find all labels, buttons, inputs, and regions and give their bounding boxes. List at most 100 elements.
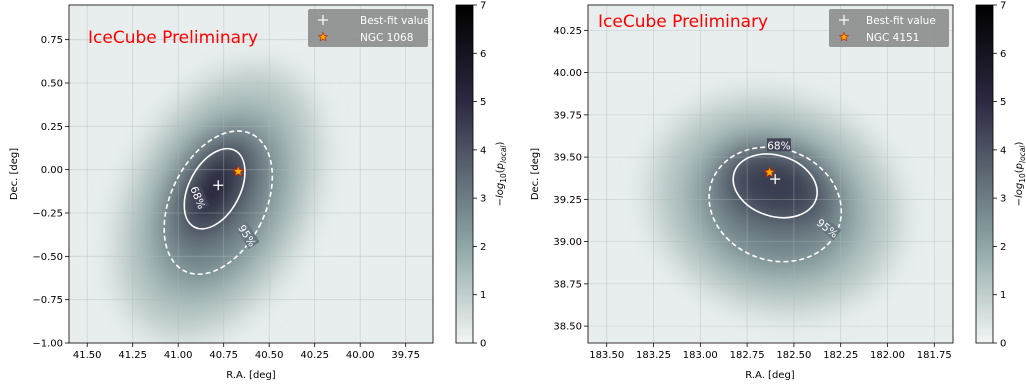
left-colorbar-gradient xyxy=(455,4,474,344)
right-legend-star-icon xyxy=(838,31,850,42)
right-source-star-marker xyxy=(763,165,776,178)
left-legend-star-shape xyxy=(317,31,329,42)
right-contour-label-bg xyxy=(814,215,842,241)
left-heatmap xyxy=(69,5,433,343)
left-x-tick-label: 39.75 xyxy=(391,350,420,361)
right-x-tick-label: 181.75 xyxy=(917,350,952,361)
right-y-ticks: 38.50 38.75 39.00 39.25 39.50 39.75 40.00 40.25 xyxy=(553,26,588,333)
right-x-tick-label: 182.25 xyxy=(823,350,858,361)
right-x-tick-label: 182.75 xyxy=(730,350,765,361)
right-y-tick-label: 40.25 xyxy=(553,26,582,37)
left-legend-box xyxy=(308,9,428,47)
right-colorbar-tick-label: 0 xyxy=(1000,339,1006,350)
left-x-tick-label: 40.00 xyxy=(346,350,375,361)
left-legend-star-icon xyxy=(317,31,329,42)
right-legend-bestfit-label: Best-fit value xyxy=(866,15,936,27)
right-plot-frame xyxy=(587,4,954,344)
right-colorbar: 0 1 2 3 4 5 6 7 −log10(plocal) xyxy=(975,1,1026,350)
right-colorbar-ticks: 0 1 2 3 4 5 6 7 xyxy=(993,1,1006,350)
right-colorbar-tick-label: 7 xyxy=(1000,1,1006,12)
right-colorbar-tick-label: 1 xyxy=(1000,290,1006,301)
left-colorbar-ticks: 0 1 2 3 4 5 6 7 xyxy=(473,1,486,350)
left-x-tick-label: 41.25 xyxy=(118,350,147,361)
left-source-star-marker xyxy=(231,164,245,177)
left-colorbar: 0 1 2 3 4 5 6 7 −log10(plocal) xyxy=(455,1,508,350)
left-x-tick-label: 41.00 xyxy=(164,350,193,361)
right-markers xyxy=(763,165,781,185)
right-panel: 68%95% 183.50 183.25 183.00 182.75 182.50 182… xyxy=(530,1,1026,382)
left-legend: Best-fit value NGC 1068 xyxy=(308,9,430,47)
left-preliminary-label: IceCube Preliminary xyxy=(88,28,258,48)
right-grid xyxy=(588,5,953,343)
left-colorbar-tick-label: 2 xyxy=(480,242,486,253)
right-colorbar-tick-label: 2 xyxy=(1000,242,1006,253)
right-x-tick-label: 182.50 xyxy=(776,350,811,361)
right-legend-box xyxy=(829,9,949,47)
svg-text:−log10(plocal): −log10(plocal) xyxy=(495,141,508,206)
right-colorbar-gradient xyxy=(975,4,994,344)
right-legend-source-label: NGC 4151 xyxy=(866,32,919,44)
left-y-tick-label: 0.00 xyxy=(41,165,63,176)
right-ylabel: Dec. [deg] xyxy=(530,148,541,200)
right-x-tick-label: 183.50 xyxy=(589,350,624,361)
right-colorbar-tick-label: 3 xyxy=(1000,194,1006,205)
right-x-tick-label: 183.25 xyxy=(636,350,671,361)
left-contour-label-bg xyxy=(235,221,260,249)
left-colorbar-tick-label: 7 xyxy=(480,1,486,12)
right-x-tick-label: 182.00 xyxy=(870,350,905,361)
right-colorbar-tick-label: 5 xyxy=(1000,97,1006,108)
right-y-tick-label: 39.75 xyxy=(553,110,582,121)
right-x-tick-label: 183.00 xyxy=(683,350,718,361)
left-colorbar-tick-label: 6 xyxy=(480,49,486,60)
left-y-tick-label: −0.75 xyxy=(32,295,63,306)
right-heatmap xyxy=(588,5,953,343)
right-legend-star-shape xyxy=(838,31,850,42)
left-ylabel: Dec. [deg] xyxy=(9,148,20,200)
left-contour-label-bg xyxy=(188,183,210,211)
left-contours: 68%95% xyxy=(163,130,274,276)
right-contour-label-bg xyxy=(766,138,791,152)
right-colorbar-tick-label: 4 xyxy=(1000,145,1006,156)
left-y-tick-label: 0.25 xyxy=(41,122,63,133)
right-xlabel: R.A. [deg] xyxy=(745,370,795,381)
left-x-tick-label: 40.25 xyxy=(300,350,329,361)
right-best-fit-marker xyxy=(770,174,781,185)
right-legend: Best-fit value NGC 4151 xyxy=(829,9,949,47)
right-y-tick-label: 38.75 xyxy=(553,279,582,290)
right-colorbar-label: −log10(plocal) xyxy=(1014,141,1026,206)
left-grid xyxy=(69,5,433,344)
left-colorbar-tick-label: 0 xyxy=(480,339,486,350)
right-contour-95 xyxy=(708,146,843,263)
left-colorbar-tick-label: 1 xyxy=(480,290,486,301)
right-y-tick-label: 39.00 xyxy=(553,237,582,248)
right-legend-plus-icon xyxy=(839,15,849,25)
left-colorbar-tick-label: 5 xyxy=(480,97,486,108)
left-y-tick-label: −0.50 xyxy=(32,252,63,263)
left-colorbar-label: −log10(plocal) xyxy=(495,141,508,206)
left-colorbar-tick-label: 4 xyxy=(480,145,486,156)
right-x-ticks: 183.50 183.25 183.00 182.75 182.50 182.25 182.… xyxy=(589,343,952,361)
left-markers xyxy=(213,164,245,191)
left-plot-frame xyxy=(68,4,434,344)
right-contour-68 xyxy=(732,153,818,219)
right-y-tick-label: 39.25 xyxy=(553,195,582,206)
right-y-tick-label: 38.50 xyxy=(553,322,582,333)
left-x-tick-label: 41.50 xyxy=(73,350,102,361)
right-y-tick-label: 39.50 xyxy=(553,153,582,164)
left-x-ticks: 41.50 41.25 41.00 40.75 40.50 40.25 40.00 39.75 xyxy=(73,343,420,361)
right-colorbar-tick-label: 6 xyxy=(1000,49,1006,60)
left-legend-source-label: NGC 1068 xyxy=(360,32,413,44)
svg-text:−log10(plocal): −log10(plocal) xyxy=(1014,141,1026,206)
left-xlabel: R.A. [deg] xyxy=(226,370,276,381)
right-heat-layer xyxy=(737,157,813,215)
left-panel: 68%95% 41.50 41.25 41.00 40.75 40.50 40.25 40.… xyxy=(9,1,508,382)
right-preliminary-label: IceCube Preliminary xyxy=(598,12,768,32)
left-y-tick-label: −1.00 xyxy=(32,339,63,350)
left-y-ticks: −1.00 −0.75 −0.50 −0.25 0.00 0.25 0.50 0.75 xyxy=(32,35,69,350)
left-contour-68 xyxy=(183,147,246,230)
left-y-tick-label: 0.75 xyxy=(41,35,63,46)
left-legend-bestfit-label: Best-fit value xyxy=(360,15,430,27)
right-contour-label-68: 68% xyxy=(767,140,790,152)
left-best-fit-marker xyxy=(213,180,224,191)
